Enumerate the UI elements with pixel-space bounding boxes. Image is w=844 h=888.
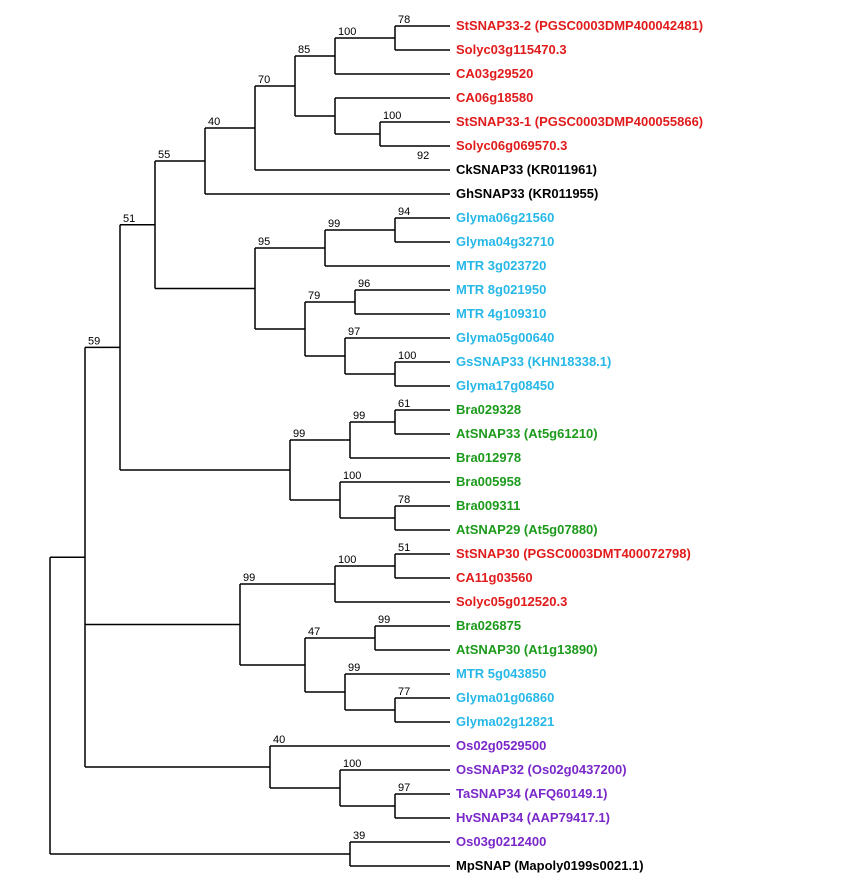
bootstrap-value: 92	[417, 150, 429, 162]
bootstrap-value: 39	[353, 830, 365, 842]
leaf-label: HvSNAP34 (AAP79417.1)	[456, 810, 610, 825]
bootstrap-value: 99	[353, 410, 365, 422]
leaf-label: Glyma01g06860	[456, 690, 554, 705]
bootstrap-value: 100	[338, 26, 356, 38]
leaf-label: Bra009311	[456, 498, 520, 513]
leaf-label: MTR 4g109310	[456, 306, 546, 321]
leaf-label: AtSNAP29 (At5g07880)	[456, 522, 598, 537]
leaf-label: Bra012978	[456, 450, 521, 465]
leaf-label: MTR 5g043850	[456, 666, 546, 681]
bootstrap-value: 100	[398, 350, 416, 362]
leaf-label: Solyc06g069570.3	[456, 138, 567, 153]
leaf-label: Glyma06g21560	[456, 210, 554, 225]
bootstrap-value: 78	[398, 494, 410, 506]
leaf-label: Bra029328	[456, 402, 521, 417]
bootstrap-value: 95	[258, 236, 270, 248]
leaf-label: MTR 8g021950	[456, 282, 546, 297]
bootstrap-value: 100	[383, 110, 401, 122]
bootstrap-value: 40	[273, 734, 285, 746]
bootstrap-value: 85	[298, 44, 310, 56]
leaf-label: OsSNAP32 (Os02g0437200)	[456, 762, 627, 777]
bootstrap-value: 61	[398, 398, 410, 410]
bootstrap-value: 96	[358, 278, 370, 290]
leaf-label: AtSNAP30 (At1g13890)	[456, 642, 598, 657]
bootstrap-value: 70	[258, 74, 270, 86]
bootstrap-value: 59	[88, 335, 100, 347]
leaf-label: Glyma02g12821	[456, 714, 554, 729]
leaf-label: Solyc05g012520.3	[456, 594, 567, 609]
bootstrap-value: 99	[348, 662, 360, 674]
leaf-label: GsSNAP33 (KHN18338.1)	[456, 354, 611, 369]
bootstrap-value: 100	[343, 758, 361, 770]
bootstrap-value: 100	[338, 554, 356, 566]
leaf-label: Glyma04g32710	[456, 234, 554, 249]
leaf-label: MTR 3g023720	[456, 258, 546, 273]
bootstrap-value: 99	[293, 428, 305, 440]
bootstrap-value: 97	[398, 782, 410, 794]
leaf-label: CA06g18580	[456, 90, 533, 105]
bootstrap-value: 99	[378, 614, 390, 626]
bootstrap-value: 79	[308, 290, 320, 302]
leaf-label: Glyma05g00640	[456, 330, 554, 345]
leaf-label: AtSNAP33 (At5g61210)	[456, 426, 598, 441]
bootstrap-value: 55	[158, 149, 170, 161]
bootstrap-value: 51	[398, 542, 410, 554]
leaf-label: Bra026875	[456, 618, 521, 633]
leaf-label: CkSNAP33 (KR011961)	[456, 162, 597, 177]
leaf-label: StSNAP33-1 (PGSC0003DMP400055866)	[456, 114, 703, 129]
bootstrap-value: 99	[243, 572, 255, 584]
bootstrap-value: 97	[348, 326, 360, 338]
leaf-label: Os02g0529500	[456, 738, 546, 753]
leaf-label: GhSNAP33 (KR011955)	[456, 186, 598, 201]
leaf-label: CA11g03560	[456, 570, 533, 585]
bootstrap-value: 77	[398, 686, 410, 698]
bootstrap-value: 99	[328, 218, 340, 230]
leaf-label: Os03g0212400	[456, 834, 546, 849]
bootstrap-value: 78	[398, 14, 410, 26]
leaf-label: StSNAP30 (PGSC0003DMT400072798)	[456, 546, 691, 561]
leaf-label: MpSNAP (Mapoly0199s0021.1)	[456, 858, 644, 873]
phylogenetic-tree: StSNAP33-2 (PGSC0003DMP400042481) Solyc03…	[10, 10, 844, 878]
leaf-label: StSNAP33-2 (PGSC0003DMP400042481)	[456, 18, 703, 33]
leaf-label: Glyma17g08450	[456, 378, 554, 393]
bootstrap-value: 47	[308, 626, 320, 638]
leaf-label: Bra005958	[456, 474, 521, 489]
leaf-label: CA03g29520	[456, 66, 533, 81]
leaf-label: TaSNAP34 (AFQ60149.1)	[456, 786, 608, 801]
leaf-label: Solyc03g115470.3	[456, 42, 567, 57]
bootstrap-value: 100	[343, 470, 361, 482]
bootstrap-value: 94	[398, 206, 410, 218]
bootstrap-value: 51	[123, 213, 135, 225]
bootstrap-value: 40	[208, 116, 220, 128]
